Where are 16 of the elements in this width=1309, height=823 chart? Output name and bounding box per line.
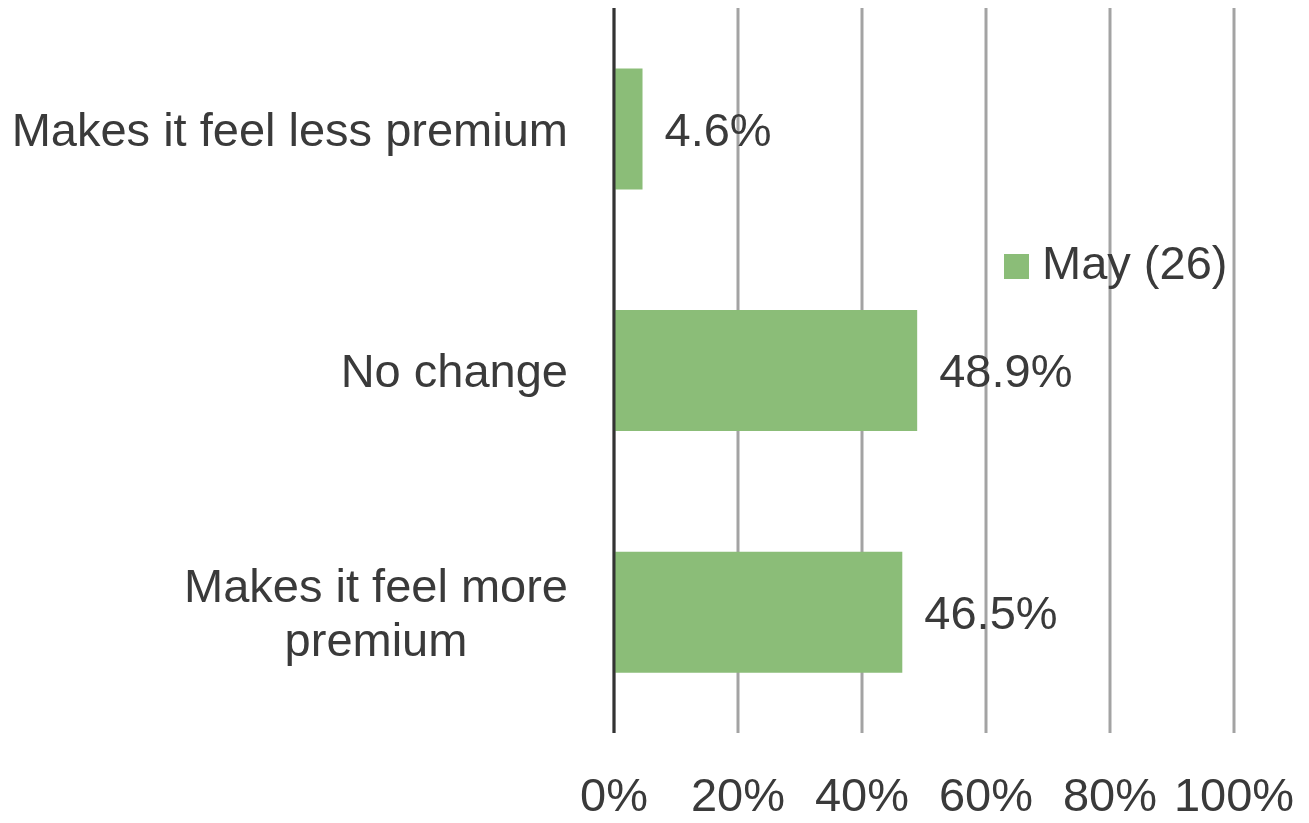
bar (614, 68, 643, 190)
x-tick-label: 80% (1062, 768, 1158, 822)
x-tick-label: 60% (938, 768, 1034, 822)
y-tick-label: No change (340, 344, 568, 398)
data-label: 48.9% (939, 344, 1073, 398)
bar (614, 551, 903, 673)
bar (614, 310, 918, 432)
data-label: 4.6% (664, 102, 772, 156)
data-label: 46.5% (924, 585, 1058, 639)
x-tick-label: 20% (690, 768, 786, 822)
x-tick-label: 100% (1173, 768, 1295, 822)
x-tick-label: 40% (814, 768, 910, 822)
legend-label: May (26) (1042, 236, 1228, 289)
y-tick-label: Makes it feel more premium (184, 558, 568, 666)
x-tick-label: 0% (580, 768, 648, 822)
y-tick-label: Makes it feel less premium (11, 102, 568, 156)
